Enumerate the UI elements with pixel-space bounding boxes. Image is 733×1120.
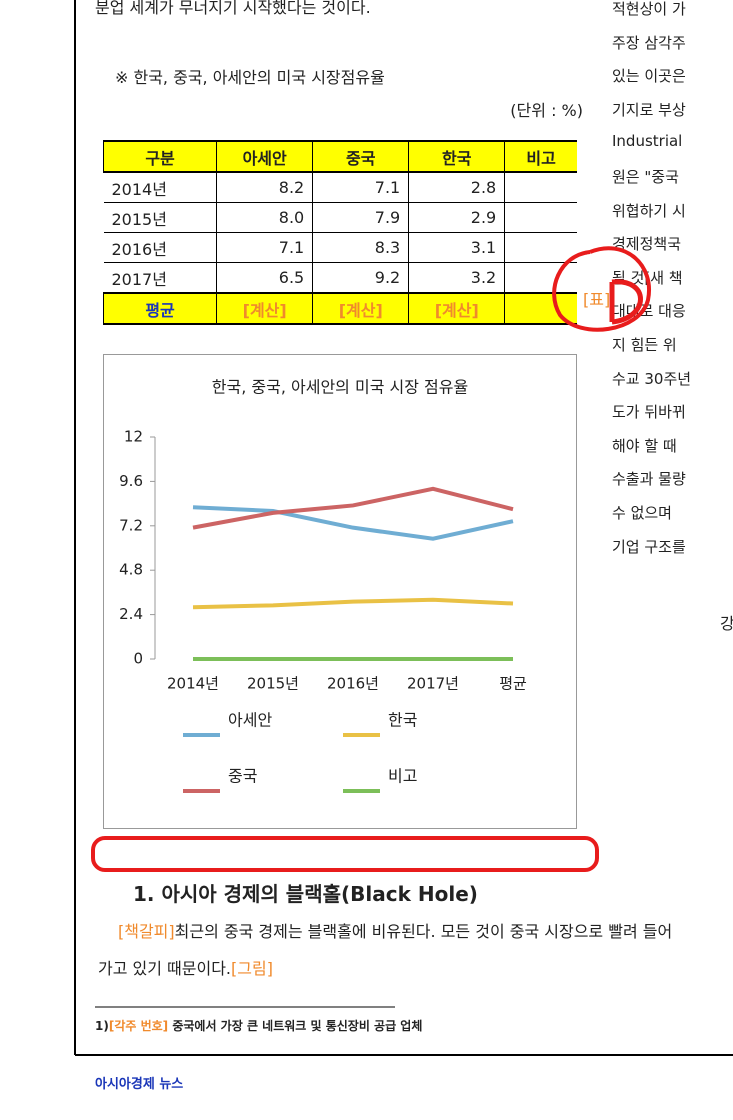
table-row: 평균 [계산] [계산] [계산] (102, 292, 577, 325)
table-row: 2017년 6.5 9.2 3.2 (103, 262, 577, 294)
text-line: Industrial (612, 132, 683, 151)
legend-label: 비고 (388, 767, 417, 786)
value-cell: [계산] (312, 292, 410, 325)
body-text: 최근의 중국 경제는 블랙홀에 비유된다. 모든 것이 중국 시장으로 빨려 들… (98, 922, 673, 978)
figure-field: [그림] (231, 959, 273, 978)
value-cell: 3.1 (408, 232, 506, 263)
value-cell: 9.2 (312, 262, 410, 294)
overlay-field: [표] (583, 286, 611, 310)
y-tick-label: 9.6 (119, 472, 143, 490)
section-heading: 1. 아시아 경제의 블랙홀(Black Hole) (133, 882, 478, 906)
y-tick-label: 0 (133, 650, 143, 668)
series-line (192, 597, 514, 610)
footnote: 1)[각주 번호] 중국에서 가장 큰 네트워크 및 통신장비 공급 업체 (95, 1017, 422, 1034)
text-line: 도가 뒤바뀌 (612, 403, 686, 422)
unit-label: (단위 : %) (510, 101, 583, 120)
value-cell: 6.5 (216, 262, 314, 294)
text-line: 수출과 물량 (612, 470, 686, 489)
legend-label: 한국 (388, 711, 417, 730)
table-row: 2014년 8.2 7.1 2.8 (103, 172, 577, 203)
data-table: 구분 아세안 중국 한국 비고 2014년 8.2 7.1 2.8 2015년 8.0 7.9 2.9 2… (102, 140, 577, 325)
row-label: 평균 (102, 292, 218, 325)
text-line: 될 것[새 책 (612, 268, 683, 287)
empty-cell (504, 262, 577, 294)
text-line: 지 힘든 위 (612, 336, 677, 354)
value-cell: 7.1 (216, 232, 314, 263)
value-cell: 8.2 (216, 172, 314, 203)
value-cell: 8.3 (312, 232, 410, 263)
series-line (192, 505, 514, 541)
text-line: 기지로 부상 (612, 100, 686, 119)
empty-cell (504, 292, 577, 325)
footnote-field: [각주 번호] (108, 1019, 169, 1033)
table-row: 2016년 7.1 8.3 3.1 (103, 232, 577, 263)
x-tick-label: 2016년 (327, 675, 379, 693)
x-tick-label: 평균 (499, 675, 527, 693)
text-line: 있는 이곳은 (612, 67, 686, 86)
body-paragraph: [책갈피]최근의 중국 경제는 블랙홀에 비유된다. 모든 것이 중국 시장으로… (98, 913, 678, 987)
row-label: 2014년 (103, 172, 218, 203)
table-row: 2015년 8.0 7.9 2.9 (103, 202, 577, 233)
table-caption: ※ 한국, 중국, 아세안의 미국 시장점유율 (115, 68, 385, 87)
text-line: 주장 삼각주 (612, 33, 686, 52)
empty-cell (504, 202, 577, 233)
text-line: 경제정책국 (612, 235, 682, 254)
value-cell: 2.8 (408, 172, 506, 203)
footnote-text: 중국에서 가장 큰 네트워크 및 통신장비 공급 업체 (172, 1019, 423, 1033)
text-line: 수 없으며 (612, 504, 672, 522)
value-cell: 3.2 (408, 262, 506, 294)
y-tick-label: 12 (124, 428, 143, 446)
y-tick-label: 2.4 (119, 605, 143, 623)
intro-tail: 분업 세계가 무너지기 시작했다는 것이다. (95, 0, 371, 17)
chart-frame (103, 354, 577, 829)
value-cell: 8.0 (216, 202, 314, 233)
value-cell: 2.9 (408, 202, 506, 233)
footer: 아시아경제 뉴스 (95, 1077, 184, 1092)
text-line: 대대로 대응 (612, 302, 686, 321)
y-tick-label: 4.8 (119, 561, 143, 579)
row-label: 2017년 (103, 262, 218, 294)
row-label: 2016년 (103, 232, 218, 263)
value-cell: 7.1 (312, 172, 410, 203)
table-header-row: 구분 아세안 중국 한국 비고 (102, 140, 577, 173)
text-line: 해야 할 때 (612, 436, 677, 455)
footnote-number: 1) (95, 1019, 109, 1033)
chart: 한국, 중국, 아세안의 미국 시장 점유율 0 2.4 4.8 7.2 9.6 12 20… (103, 354, 577, 829)
text-line: 수교 30주년 (612, 369, 692, 388)
text-line: 적현상이 가 (612, 0, 686, 18)
empty-cell (504, 172, 577, 203)
text-line: 위협하기 시 (612, 201, 686, 220)
x-tick-label: 2017년 (407, 675, 459, 693)
chart-title: 한국, 중국, 아세안의 미국 시장 점유율 (212, 378, 468, 397)
value-cell: [계산] (216, 292, 314, 325)
header-cell: 한국 (408, 140, 506, 173)
value-cell: [계산] (408, 292, 506, 325)
header-cell: 아세안 (216, 140, 314, 173)
x-tick-label: 2015년 (247, 675, 299, 693)
text-line: 기업 구조를 (612, 537, 686, 556)
header-cell: 구분 (102, 140, 218, 173)
series-line (192, 486, 514, 530)
row-label: 2015년 (103, 202, 218, 233)
bookmark-field: [책갈피] (118, 922, 175, 941)
text-line: 원은 "중국 (612, 168, 679, 186)
empty-cell (504, 232, 577, 263)
right-tail: 강 (720, 614, 733, 633)
value-cell: 7.9 (312, 202, 410, 233)
x-tick-label: 2014년 (167, 675, 219, 693)
y-tick-label: 7.2 (119, 516, 143, 534)
header-cell: 중국 (312, 140, 410, 173)
legend-label: 아세안 (228, 711, 272, 730)
header-cell: 비고 (504, 140, 577, 173)
legend-label: 중국 (228, 767, 257, 786)
